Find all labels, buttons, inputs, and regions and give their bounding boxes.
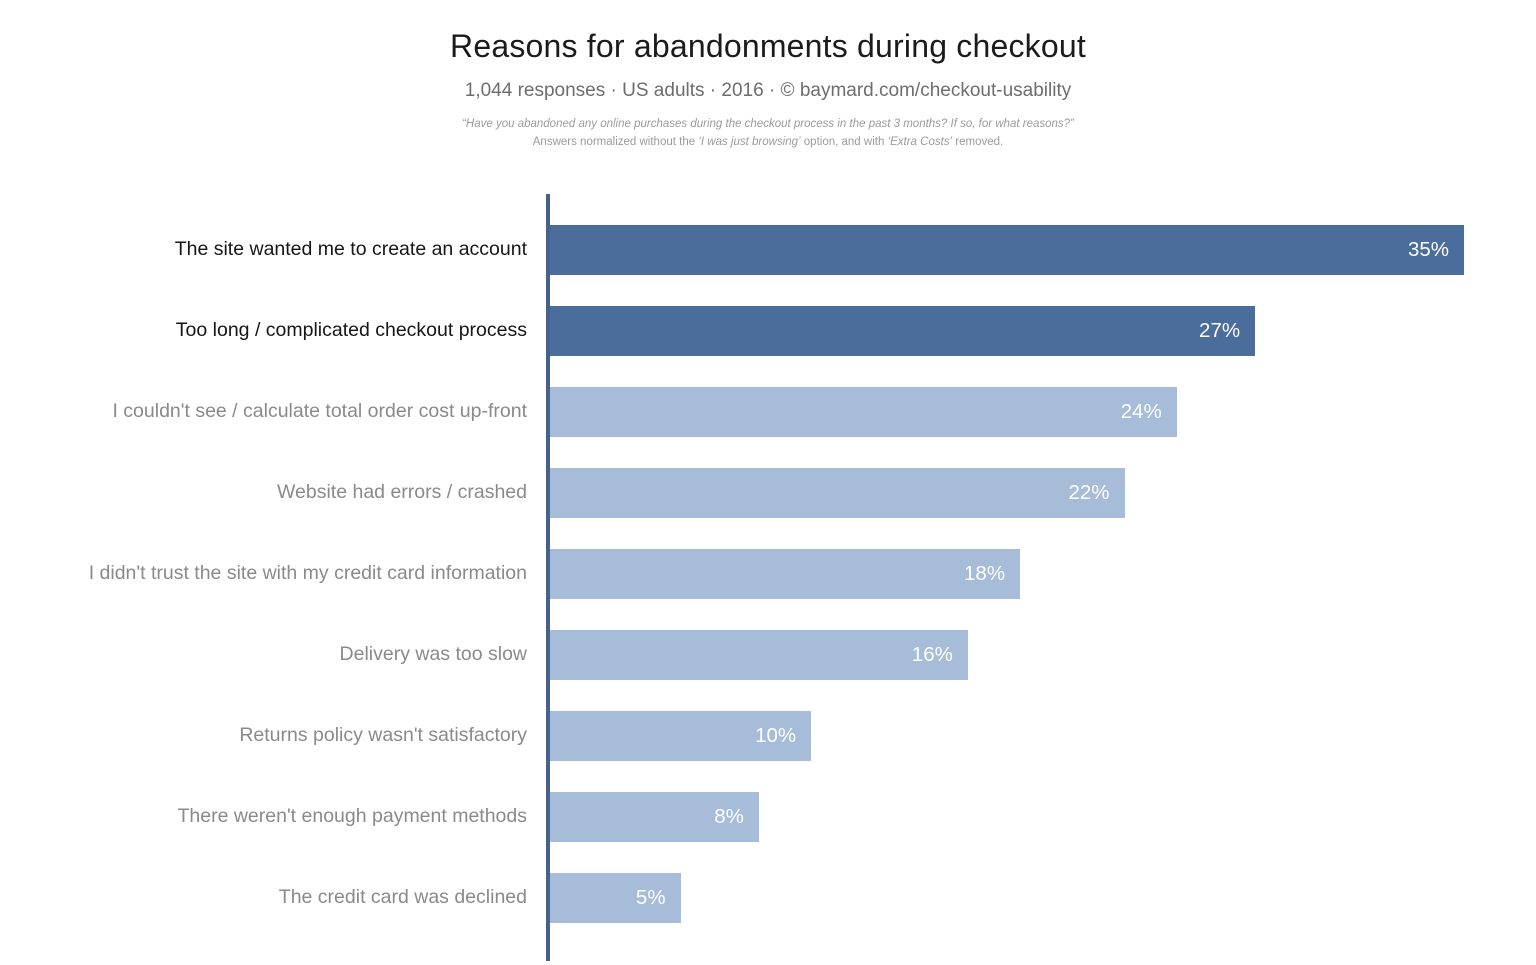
chart-subtitle: 1,044 responses · US adults · 2016 · © b… [464,80,1072,101]
bar: 10% [550,711,812,762]
category-label: There weren't enough payment methods [177,805,527,828]
value-label: 10% [755,724,797,748]
category-label: I didn't trust the site with my credit c… [88,562,527,585]
bar: 5% [550,873,681,924]
bar: 35% [550,225,1464,276]
chart-row: I didn't trust the site with my credit c… [0,534,1464,615]
bar: 18% [550,549,1021,600]
chart-row: Too long / complicated checkout process 2… [0,291,1464,372]
value-label: 5% [635,886,666,910]
chart-rows: The site wanted me to create an account 3… [0,210,1464,939]
category-label: The site wanted me to create an account [174,238,527,261]
value-label: 8% [714,805,744,829]
chart-title: Reasons for abandonments during checkout [450,28,1086,64]
bar-track: 16% [550,630,1464,681]
bar-track: 18% [550,549,1464,600]
horizontal-bar-chart: The site wanted me to create an account 3… [0,193,1536,961]
chart-row: I couldn't see / calculate total order c… [0,372,1464,453]
category-label: Returns policy wasn't satisfactory [239,724,527,747]
y-axis-line [546,193,550,961]
value-label: 27% [1199,319,1241,343]
bar: 24% [550,387,1177,438]
bar-track: 5% [550,873,1464,924]
bar: 16% [550,630,968,681]
value-label: 22% [1068,481,1110,505]
footnote-note-part: Answers normalized without the [532,135,699,148]
value-label: 18% [964,562,1006,586]
category-label: I couldn't see / calculate total order c… [112,400,527,423]
footnote-question: “Have you abandoned any online purchases… [462,118,1074,130]
bar: 22% [550,468,1125,519]
footnote-note-part: option, and with [800,135,888,148]
category-label: Website had errors / crashed [276,481,527,504]
chart-footnote: “Have you abandoned any online purchases… [0,116,1536,152]
chart-row: There weren't enough payment methods 8% [0,777,1464,858]
value-label: 16% [911,643,953,667]
footnote-note-part-italic: ‘I was just browsing’ [698,135,801,148]
bar: 8% [550,792,759,843]
bar-track: 8% [550,792,1464,843]
footnote-note-part-italic: ‘Extra Costs’ [887,135,953,148]
chart-row: The site wanted me to create an account 3… [0,210,1464,291]
footnote-note-part: removed. [952,135,1004,148]
chart-row: Returns policy wasn't satisfactory 10% [0,696,1464,777]
bar: 27% [550,306,1256,357]
bar-track: 35% [550,225,1464,276]
category-label: Too long / complicated checkout process [175,319,527,342]
chart-header: Reasons for abandonments during checkout… [0,0,1536,152]
bar-track: 27% [550,306,1464,357]
category-label: Delivery was too slow [339,643,527,666]
footnote-note: Answers normalized without the ‘I was ju… [0,134,1536,152]
chart-row: The credit card was declined 5% [0,858,1464,939]
value-label: 35% [1407,238,1449,262]
value-label: 24% [1120,400,1162,424]
bar-track: 22% [550,468,1464,519]
bar-track: 24% [550,387,1464,438]
chart-row: Website had errors / crashed 22% [0,453,1464,534]
category-label: The credit card was declined [278,886,527,909]
chart-row: Delivery was too slow 16% [0,615,1464,696]
bar-track: 10% [550,711,1464,762]
